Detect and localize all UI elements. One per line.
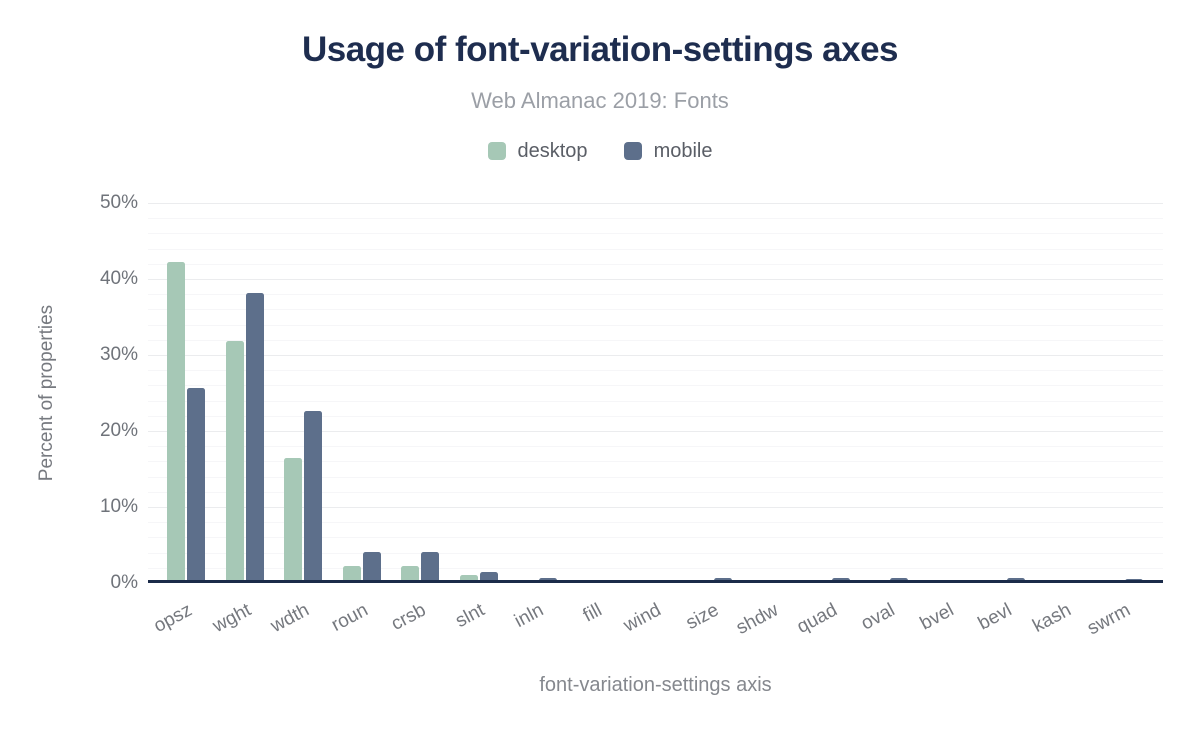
x-tick-label-fill: fill bbox=[579, 599, 606, 627]
gridline-minor bbox=[148, 492, 1163, 493]
bar-desktop-roun[interactable] bbox=[343, 566, 361, 583]
chart-subtitle: Web Almanac 2019: Fonts bbox=[471, 88, 729, 113]
legend-item-desktop[interactable]: desktop bbox=[487, 139, 588, 163]
bar-mobile-opsz[interactable] bbox=[187, 388, 205, 583]
gridline-minor bbox=[148, 218, 1163, 219]
x-tick-label-opsz: opsz bbox=[150, 599, 196, 637]
legend-item-mobile[interactable]: mobile bbox=[623, 139, 713, 163]
gridline-major bbox=[148, 431, 1163, 432]
y-tick-label: 40% bbox=[99, 268, 138, 289]
bar-mobile-wght[interactable] bbox=[246, 293, 264, 583]
x-axis-tick-labels: opsz wght wdth roun crsb slnt inln fill wind size… bbox=[148, 583, 1163, 643]
x-tick-label-roun: roun bbox=[328, 599, 372, 636]
x-tick-label-swrm: swrm bbox=[1083, 599, 1134, 640]
y-axis-tick-labels: 0% 10% 20% 30% 40% 50% bbox=[50, 192, 138, 603]
bars-layer bbox=[148, 203, 1163, 583]
bar-mobile-roun[interactable] bbox=[363, 552, 381, 583]
gridline-major bbox=[148, 355, 1163, 356]
bar-desktop-crsb[interactable] bbox=[401, 566, 419, 583]
gridline-minor bbox=[148, 264, 1163, 265]
gridline-minor bbox=[148, 568, 1163, 569]
gridline-minor bbox=[148, 370, 1163, 371]
bar-desktop-wght[interactable] bbox=[226, 341, 244, 583]
bar-desktop-wdth[interactable] bbox=[284, 458, 302, 583]
gridline-minor bbox=[148, 522, 1163, 523]
gridline-minor bbox=[148, 340, 1163, 341]
x-tick-label-bvel: bvel bbox=[916, 599, 958, 635]
y-tick-label: 20% bbox=[99, 420, 138, 441]
desktop-swatch-icon bbox=[487, 142, 506, 160]
gridline-minor bbox=[148, 325, 1163, 326]
y-tick-label: 30% bbox=[99, 344, 138, 365]
bar-desktop-opsz[interactable] bbox=[167, 262, 185, 583]
y-tick-label: 50% bbox=[99, 192, 138, 213]
y-tick-label: 10% bbox=[99, 496, 138, 517]
gridlines-layer bbox=[148, 203, 1163, 583]
gridline-minor bbox=[148, 461, 1163, 462]
bar-mobile-crsb[interactable] bbox=[421, 552, 439, 583]
x-tick-label-wind: wind bbox=[620, 599, 665, 637]
gridline-minor bbox=[148, 249, 1163, 250]
bar-desktop-slnt[interactable] bbox=[460, 575, 478, 583]
x-tick-label-quad: quad bbox=[793, 599, 841, 638]
mobile-swatch-icon bbox=[623, 142, 642, 160]
legend-label-mobile: mobile bbox=[653, 139, 713, 162]
legend-label-desktop: desktop bbox=[517, 139, 588, 162]
x-tick-label-bevl: bevl bbox=[974, 599, 1016, 635]
gridline-minor bbox=[148, 309, 1163, 310]
gridline-minor bbox=[148, 537, 1163, 538]
x-tick-label-inln: inln bbox=[511, 599, 548, 633]
bar-mobile-wdth[interactable] bbox=[304, 411, 322, 583]
gridline-major bbox=[148, 203, 1163, 204]
x-tick-label-shdw: shdw bbox=[732, 599, 782, 639]
gridline-minor bbox=[148, 294, 1163, 295]
x-tick-label-crsb: crsb bbox=[387, 599, 430, 635]
gridline-minor bbox=[148, 385, 1163, 386]
gridline-minor bbox=[148, 416, 1163, 417]
x-axis-line bbox=[148, 580, 1163, 583]
chart-title: Usage of font-variation-settings axes bbox=[301, 30, 899, 69]
legend: desktop mobile bbox=[0, 138, 1200, 164]
gridline-minor bbox=[148, 233, 1163, 234]
x-tick-label-wght: wght bbox=[209, 599, 255, 637]
x-tick-label-wdth: wdth bbox=[267, 599, 313, 637]
gridline-minor bbox=[148, 401, 1163, 402]
x-tick-label-oval: oval bbox=[857, 599, 899, 635]
bar-mobile-slnt[interactable] bbox=[480, 572, 498, 583]
x-tick-label-size: size bbox=[682, 599, 723, 634]
gridline-major bbox=[148, 279, 1163, 280]
x-axis-title: font-variation-settings axis bbox=[539, 674, 772, 696]
gridline-minor bbox=[148, 446, 1163, 447]
gridline-minor bbox=[148, 553, 1163, 554]
gridline-minor bbox=[148, 477, 1163, 478]
y-tick-label: 0% bbox=[110, 572, 138, 593]
x-tick-label-kash: kash bbox=[1029, 599, 1075, 637]
x-tick-label-slnt: slnt bbox=[452, 599, 489, 633]
gridline-major bbox=[148, 507, 1163, 508]
